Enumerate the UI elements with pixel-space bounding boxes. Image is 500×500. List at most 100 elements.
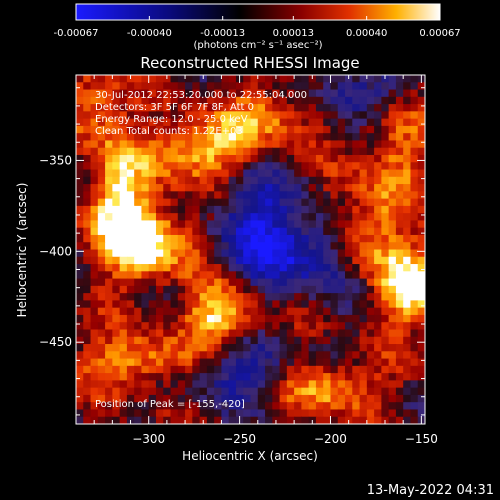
heatmap-cell: [403, 271, 412, 280]
heatmap-cell: [206, 111, 215, 120]
heatmap-cell: [119, 358, 128, 367]
heatmap-cell: [185, 147, 193, 156]
heatmap-cell: [163, 351, 172, 360]
heatmap-cell: [294, 205, 302, 214]
heatmap-cell: [141, 394, 150, 403]
heatmap-cell: [177, 227, 186, 236]
heatmap-cell: [352, 322, 361, 331]
heatmap-cell: [417, 373, 425, 381]
heatmap-cell: [155, 242, 164, 251]
colorbar-tick-label: 0.00040: [346, 28, 387, 39]
heatmap-cell: [214, 234, 223, 243]
heatmap-cell: [279, 264, 288, 272]
heatmap-cell: [250, 205, 259, 214]
heatmap-cell: [243, 162, 252, 171]
heatmap-cell: [265, 293, 273, 301]
heatmap-cell: [388, 314, 397, 323]
heatmap-cell: [323, 300, 332, 309]
heatmap-cell: [90, 227, 99, 236]
heatmap-cell: [374, 205, 382, 214]
heatmap-cell: [83, 373, 92, 381]
colorbar-tick-label: -0.00067: [54, 28, 99, 39]
heatmap-cell: [105, 198, 113, 207]
heatmap-cell: [374, 256, 382, 265]
heatmap-cell: [308, 213, 317, 222]
heatmap-cell: [83, 358, 92, 367]
heatmap-cell: [119, 322, 128, 331]
heatmap-cell: [410, 394, 419, 403]
heatmap-cell: [410, 344, 419, 352]
heatmap-cell: [381, 111, 390, 120]
heatmap-cell: [257, 373, 266, 381]
heatmap-cell: [308, 314, 317, 323]
heatmap-cell: [366, 387, 375, 396]
heatmap-cell: [374, 82, 382, 91]
heatmap-cell: [214, 285, 223, 294]
heatmap-cell: [126, 380, 135, 389]
heatmap-cell: [126, 271, 135, 280]
heatmap-cell: [330, 380, 339, 389]
heatmap-cell: [337, 227, 346, 236]
heatmap-cell: [192, 234, 201, 243]
heatmap-cell: [250, 191, 259, 200]
heatmap-cell: [199, 329, 208, 338]
heatmap-cell: [330, 227, 339, 236]
heatmap-cell: [395, 351, 404, 360]
heatmap-cell: [119, 147, 128, 156]
heatmap-cell: [192, 402, 201, 411]
heatmap-cell: [381, 242, 390, 251]
heatmap-cell: [366, 307, 375, 316]
heatmap-cell: [345, 118, 353, 127]
heatmap-cell: [323, 198, 332, 207]
heatmap-cell: [119, 104, 128, 112]
heatmap-cell: [265, 387, 273, 396]
heatmap-cell: [199, 118, 208, 127]
heatmap-cell: [294, 336, 302, 345]
heatmap-cell: [272, 169, 281, 178]
heatmap-cell: [374, 176, 382, 185]
heatmap-cell: [265, 264, 273, 272]
heatmap-cell: [308, 104, 317, 112]
heatmap-cell: [395, 380, 404, 389]
heatmap-cell: [214, 198, 223, 207]
heatmap-cell: [257, 256, 266, 265]
heatmap-cell: [294, 307, 302, 316]
heatmap-cell: [250, 227, 259, 236]
heatmap-cell: [323, 322, 332, 331]
heatmap-cell: [228, 162, 237, 171]
heatmap-cell: [257, 169, 266, 178]
heatmap-cell: [206, 147, 215, 156]
heatmap-cell: [170, 300, 179, 309]
heatmap-cell: [323, 234, 332, 243]
heatmap-cell: [366, 285, 375, 294]
heatmap-cell: [119, 394, 128, 403]
heatmap-cell: [374, 314, 382, 323]
heatmap-cell: [192, 365, 201, 374]
heatmap-cell: [250, 285, 259, 294]
heatmap-cell: [76, 307, 84, 316]
heatmap-cell: [235, 169, 244, 178]
heatmap-cell: [272, 118, 281, 127]
heatmap-cell: [323, 75, 332, 83]
heatmap-cell: [148, 264, 157, 272]
heatmap-cell: [97, 256, 106, 265]
heatmap-cell: [97, 198, 106, 207]
heatmap-cell: [141, 191, 150, 200]
heatmap-cell: [228, 394, 237, 403]
heatmap-cell: [214, 387, 223, 396]
heatmap-cell: [177, 191, 186, 200]
heatmap-cell: [294, 300, 302, 309]
heatmap-cell: [177, 402, 186, 411]
heatmap-cell: [199, 373, 208, 381]
heatmap-cell: [337, 140, 346, 149]
heatmap-cell: [381, 336, 390, 345]
heatmap-cell: [76, 256, 84, 265]
heatmap-cell: [315, 409, 324, 418]
heatmap-cell: [228, 82, 237, 91]
heatmap-cell: [112, 402, 121, 411]
heatmap-cell: [286, 82, 295, 91]
heatmap-cell: [381, 176, 390, 185]
heatmap-cell: [170, 293, 179, 301]
heatmap-cell: [359, 365, 368, 374]
heatmap-cell: [177, 111, 186, 120]
